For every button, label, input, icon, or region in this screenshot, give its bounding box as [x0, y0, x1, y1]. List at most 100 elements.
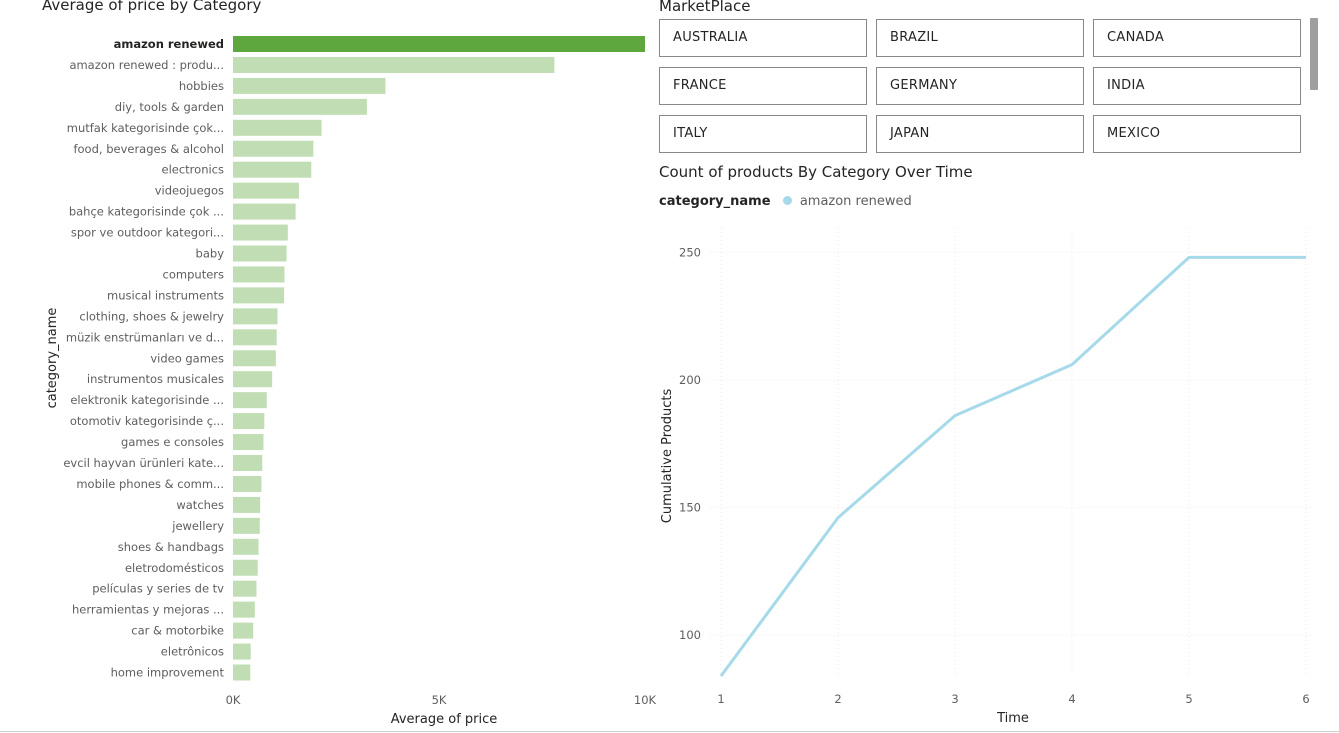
category-label: otomotiv kategorisinde ç...: [70, 414, 224, 428]
bar[interactable]: [233, 392, 267, 409]
bar[interactable]: [233, 496, 261, 513]
bar[interactable]: [233, 580, 257, 597]
line-chart-title: Count of products By Category Over Time: [659, 163, 973, 181]
category-label: watches: [176, 498, 224, 512]
category-label: elektronik kategorisinde ...: [70, 393, 224, 407]
category-label: eletrodomésticos: [125, 561, 224, 575]
x-tick-label: 3: [951, 692, 958, 706]
category-label: food, beverages & alcohol: [73, 142, 224, 156]
y-axis-title: Cumulative Products: [660, 389, 675, 524]
x-tick-label: 10K: [634, 693, 657, 707]
category-label: spor ve outdoor kategori...: [71, 226, 224, 240]
category-label: eletrônicos: [161, 645, 224, 659]
bar[interactable]: [233, 77, 386, 94]
bar[interactable]: [233, 622, 254, 639]
category-label: amazon renewed: [114, 37, 224, 51]
bar[interactable]: [233, 434, 264, 451]
category-label: shoes & handbags: [118, 540, 224, 554]
category-label: evcil hayvan ürünleri kate...: [63, 456, 224, 470]
marketplace-option-germany[interactable]: GERMANY: [876, 67, 1084, 105]
x-tick-label: 2: [834, 692, 841, 706]
category-label: videojuegos: [155, 184, 224, 198]
bar[interactable]: [233, 601, 255, 618]
bar[interactable]: [233, 140, 314, 157]
x-axis-title: Time: [996, 711, 1029, 726]
marketplace-option-brazil[interactable]: BRAZIL: [876, 19, 1084, 57]
category-label: electronics: [162, 163, 225, 177]
bar[interactable]: [233, 56, 555, 73]
x-tick-label: 5: [1185, 692, 1192, 706]
category-label: car & motorbike: [131, 624, 224, 638]
bar-chart-title: Average of price by Category: [42, 0, 262, 14]
bar[interactable]: [233, 119, 322, 136]
bar[interactable]: [233, 245, 287, 262]
marketplace-option-canada[interactable]: CANADA: [1093, 19, 1301, 57]
x-axis-title: Average of price: [391, 712, 498, 727]
category-label: jewellery: [171, 519, 224, 533]
legend-title: category_name: [659, 194, 771, 209]
category-label: bahçe kategorisinde çok ...: [69, 205, 224, 219]
bar[interactable]: [233, 161, 312, 178]
marketplace-option-italy[interactable]: ITALY: [659, 115, 867, 153]
bar[interactable]: [233, 203, 296, 220]
category-label: instrumentos musicales: [87, 372, 224, 386]
series-line-amazon-renewed[interactable]: [719, 255, 1306, 677]
marketplace-option-australia[interactable]: AUSTRALIA: [659, 19, 867, 57]
bar[interactable]: [233, 36, 645, 52]
bar[interactable]: [233, 559, 258, 576]
bar[interactable]: [233, 350, 276, 367]
y-tick-label: 200: [679, 373, 701, 387]
category-label: mobile phones & comm...: [76, 477, 224, 491]
marketplace-slicer-title: MarketPlace: [659, 0, 751, 15]
bottom-divider: [0, 731, 1339, 732]
bar[interactable]: [233, 224, 288, 241]
bar[interactable]: [233, 266, 285, 283]
category-label: video games: [150, 351, 224, 365]
y-tick-label: 250: [679, 245, 701, 259]
category-label: baby: [196, 247, 225, 261]
category-label: musical instruments: [107, 288, 224, 302]
bar[interactable]: [233, 517, 260, 534]
line-chart-legend: category_name amazon renewed: [659, 194, 912, 209]
category-label: diy, tools & garden: [115, 100, 224, 114]
category-label: computers: [163, 267, 224, 281]
category-label: games e consoles: [121, 435, 224, 449]
bar[interactable]: [233, 455, 263, 471]
x-tick-label: 4: [1068, 692, 1075, 706]
x-tick-label: 5K: [432, 693, 447, 707]
slicer-scrollbar[interactable]: [1310, 18, 1318, 90]
bar[interactable]: [233, 329, 277, 346]
marketplace-option-india[interactable]: INDIA: [1093, 67, 1301, 105]
bar[interactable]: [233, 475, 262, 492]
category-label: películas y series de tv: [92, 582, 224, 596]
bar[interactable]: [233, 413, 265, 430]
y-tick-label: 150: [679, 501, 701, 515]
bar-chart: amazon renewed amazon renewed : produ... h…: [45, 36, 657, 727]
bar[interactable]: [233, 308, 278, 325]
x-tick-label: 6: [1302, 692, 1309, 706]
bar[interactable]: [233, 538, 259, 555]
marketplace-option-mexico[interactable]: MEXICO: [1093, 115, 1301, 153]
category-label: müzik enstrümanları ve d...: [66, 330, 224, 344]
bar[interactable]: [233, 643, 251, 660]
legend-series-label: amazon renewed: [799, 194, 912, 209]
category-label: clothing, shoes & jewelry: [79, 309, 224, 323]
bar[interactable]: [233, 371, 273, 388]
bar[interactable]: [233, 182, 299, 199]
category-label: amazon renewed : produ...: [69, 58, 224, 72]
x-tick-label: 0K: [226, 693, 241, 707]
legend-series-marker: [782, 196, 792, 205]
category-label: hobbies: [179, 79, 224, 93]
category-label: mutfak kategorisinde çok...: [67, 121, 224, 135]
marketplace-option-france[interactable]: FRANCE: [659, 67, 867, 105]
category-label: herramientas y mejoras ...: [72, 603, 224, 617]
bar[interactable]: [233, 287, 285, 304]
marketplace-option-japan[interactable]: JAPAN: [876, 115, 1084, 153]
y-axis-title: category_name: [45, 308, 60, 409]
x-tick-label: 1: [717, 692, 724, 706]
y-tick-label: 100: [679, 628, 701, 642]
bar[interactable]: [233, 98, 367, 115]
category-label: home improvement: [111, 666, 225, 680]
bar[interactable]: [233, 664, 251, 681]
